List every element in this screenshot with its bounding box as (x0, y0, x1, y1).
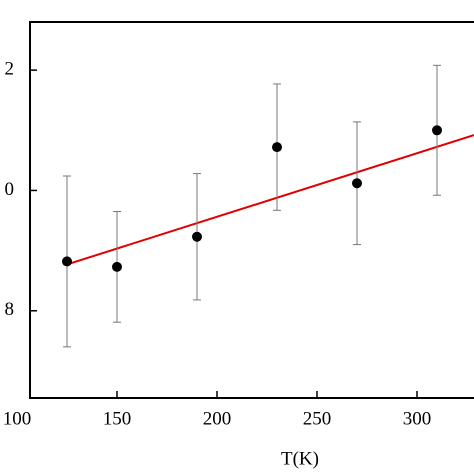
data-point (112, 261, 122, 272)
data-point (62, 256, 72, 267)
data-point (192, 231, 202, 242)
y-tick-label: 2 (5, 58, 15, 79)
x-tick-label: 250 (303, 408, 332, 429)
y-tick-label: 0 (5, 179, 15, 200)
plot-frame (29, 21, 474, 399)
x-axis-label: T(K) (281, 448, 319, 469)
x-tick-label: 200 (203, 408, 232, 429)
x-tick-label: 300 (403, 408, 432, 429)
fit-line (66, 134, 474, 266)
x-tick-label: 100 (3, 408, 32, 429)
data-point (272, 142, 282, 153)
y-tick-label: 8 (5, 299, 15, 320)
data-point (432, 125, 442, 136)
data-point (352, 178, 362, 189)
x-tick-label: 150 (103, 408, 132, 429)
